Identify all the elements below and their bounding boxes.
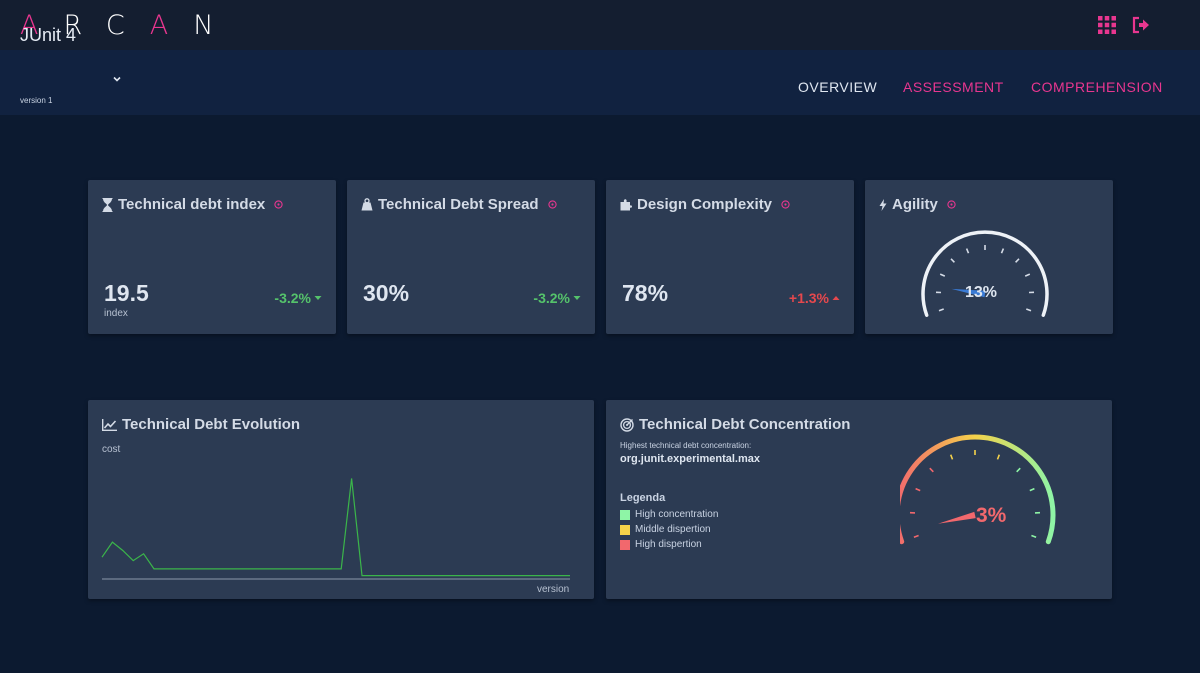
hourglass-icon bbox=[102, 197, 113, 212]
card-title-text: Technical Debt Evolution bbox=[122, 416, 301, 433]
target-icon bbox=[620, 417, 634, 432]
legend-label: High dispertion bbox=[635, 539, 702, 550]
caret-down-icon bbox=[573, 296, 581, 300]
gauge-tick bbox=[949, 454, 954, 460]
legend-item: High dispertion bbox=[620, 539, 702, 550]
legend-swatch bbox=[620, 539, 630, 550]
gauge-tick bbox=[929, 467, 934, 473]
logout-icon[interactable] bbox=[1132, 16, 1150, 34]
info-icon[interactable] bbox=[947, 200, 956, 209]
design-complexity-card: Design Complexity 78% +1.3% bbox=[606, 180, 854, 334]
project-header bbox=[0, 50, 1200, 115]
legend-title: Legenda bbox=[620, 492, 666, 504]
trend-value: -3.2% bbox=[274, 290, 311, 306]
gauge-needle bbox=[951, 288, 986, 298]
debt-spread-trend: -3.2% bbox=[533, 290, 581, 306]
concentration-value: 3% bbox=[976, 504, 1007, 527]
trend-value: -3.2% bbox=[533, 290, 570, 306]
card-title: Design Complexity bbox=[620, 196, 790, 213]
debt-index-unit: index bbox=[104, 308, 128, 319]
y-axis-label: cost bbox=[102, 444, 121, 455]
gauge-tick bbox=[950, 258, 955, 263]
tab-assessment[interactable]: ASSESSMENT bbox=[903, 79, 1004, 95]
card-title: Technical Debt Concentration bbox=[620, 416, 850, 433]
concentration-package: org.junit.experimental.max bbox=[620, 453, 760, 465]
gauge-arc bbox=[921, 230, 1049, 317]
gauge-tick bbox=[915, 487, 921, 492]
gauge-tick bbox=[938, 308, 944, 312]
card-title-text: Agility bbox=[892, 196, 938, 213]
card-title-text: Design Complexity bbox=[637, 196, 773, 213]
top-bar: ARCAN bbox=[0, 0, 1200, 50]
tab-overview[interactable]: OVERVIEW bbox=[798, 79, 878, 95]
info-icon[interactable] bbox=[274, 200, 283, 209]
debt-spread-card: Technical Debt Spread 30% -3.2% bbox=[347, 180, 595, 334]
debt-evolution-chart bbox=[101, 478, 570, 580]
trend-value: +1.3% bbox=[788, 290, 829, 306]
gauge-arc bbox=[900, 434, 1056, 545]
gauge-tick bbox=[1031, 534, 1037, 538]
complexity-value: 78% bbox=[622, 280, 669, 306]
debt-index-card: Technical debt index 19.5 index -3.2% bbox=[88, 180, 336, 334]
debt-index-value: 19.5 bbox=[104, 280, 149, 306]
debt-index-trend: -3.2% bbox=[274, 290, 322, 306]
info-icon[interactable] bbox=[547, 200, 557, 209]
agility-card: Agility 13% bbox=[865, 180, 1113, 334]
debt-evolution-card: Technical Debt Evolution cost version bbox=[88, 400, 594, 599]
line-chart-icon bbox=[102, 418, 117, 431]
legend-label: Middle dispertion bbox=[635, 524, 711, 535]
gauge-tick bbox=[1000, 248, 1005, 254]
gauge-tick bbox=[1016, 467, 1021, 473]
card-title: Technical Debt Spread bbox=[361, 196, 557, 213]
series-line bbox=[101, 478, 570, 577]
caret-down-icon bbox=[314, 296, 322, 300]
gauge-ticks bbox=[909, 450, 1041, 538]
puzzle-icon bbox=[620, 198, 632, 210]
debt-spread-value: 30% bbox=[363, 280, 410, 306]
card-title-text: Technical Debt Concentration bbox=[639, 416, 851, 433]
gauge-tick bbox=[939, 273, 946, 277]
complexity-trend: +1.3% bbox=[789, 290, 840, 306]
card-title: Agility bbox=[879, 196, 956, 213]
card-title: Technical debt index bbox=[102, 196, 283, 213]
project-version: version 1 bbox=[20, 96, 53, 105]
debt-concentration-card: Technical Debt Concentration Highest tec… bbox=[606, 400, 1112, 599]
apps-grid-icon[interactable] bbox=[1098, 16, 1116, 34]
gauge-tick bbox=[913, 534, 919, 538]
x-axis-label: version bbox=[537, 584, 570, 595]
concentration-subtitle: Highest technical debt concentration: bbox=[620, 441, 752, 450]
legend-label: High concentration bbox=[635, 509, 719, 520]
gauge-tick bbox=[965, 248, 970, 254]
card-title-text: Technical debt index bbox=[118, 196, 266, 213]
gauge-tick bbox=[1026, 308, 1032, 312]
gauge-tick bbox=[996, 454, 1001, 460]
gauge-tick bbox=[1024, 273, 1031, 277]
legend-swatch bbox=[620, 524, 630, 535]
card-title-text: Technical Debt Spread bbox=[378, 196, 539, 213]
weight-icon bbox=[361, 198, 373, 211]
card-title: Technical Debt Evolution bbox=[102, 416, 300, 433]
project-name[interactable]: JUnit 4 bbox=[20, 25, 77, 45]
legend-swatch bbox=[620, 509, 630, 520]
chevron-down-icon[interactable] bbox=[111, 73, 123, 85]
caret-up-icon bbox=[832, 296, 840, 300]
agility-value: 13% bbox=[965, 284, 998, 301]
gauge-ticks bbox=[935, 245, 1035, 312]
concentration-gauge bbox=[900, 434, 1056, 545]
gauge-tick bbox=[1015, 258, 1020, 263]
agility-gauge bbox=[921, 230, 1049, 317]
gauge-tick bbox=[1029, 487, 1035, 492]
bolt-icon bbox=[879, 198, 887, 211]
info-icon[interactable] bbox=[781, 200, 790, 209]
legend-item: High concentration bbox=[620, 509, 718, 520]
gauge-needle bbox=[938, 511, 976, 524]
tab-comprehension[interactable]: COMPREHENSION bbox=[1031, 79, 1163, 95]
arcan-logo[interactable]: ARCAN bbox=[20, 10, 239, 41]
legend-item: Middle dispertion bbox=[620, 524, 711, 535]
